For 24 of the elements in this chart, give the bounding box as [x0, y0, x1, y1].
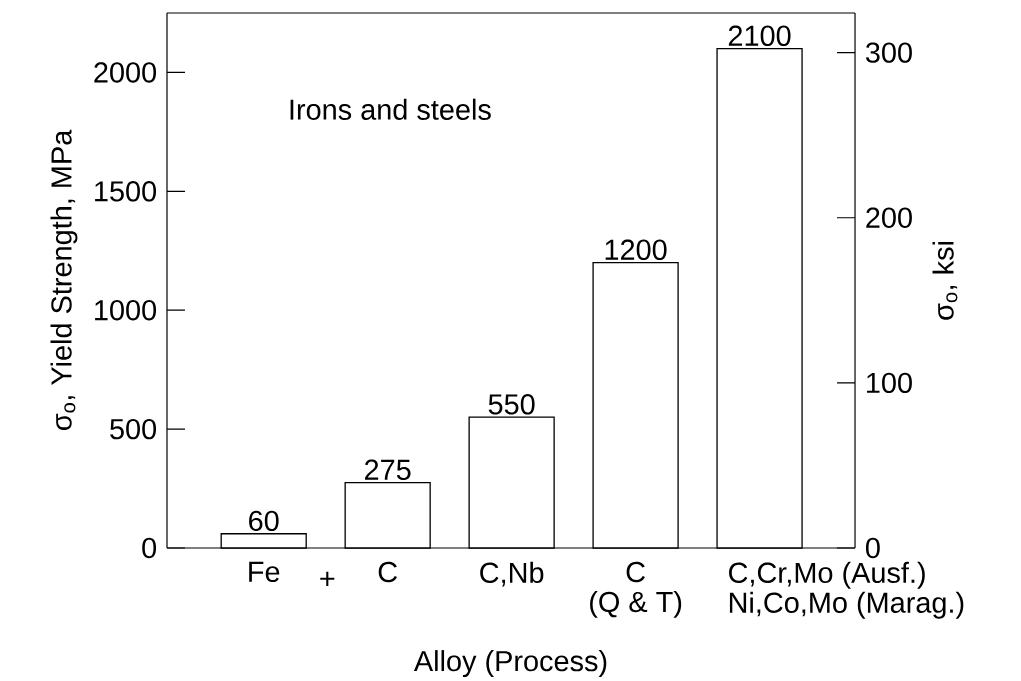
y2-tick-label: 0 — [865, 537, 880, 559]
x-axis-title: Alloy (Process) — [413, 650, 607, 678]
y2-tick-label: 300 — [865, 42, 912, 63]
x-tick-label: C,Nb — [480, 561, 544, 587]
data-label: 550 — [488, 394, 535, 415]
x-tick-label: C (Q & T) — [590, 561, 682, 618]
y2-tick-label: 200 — [866, 207, 912, 228]
data-label: 60 — [249, 510, 279, 532]
y-tick-label: 1500 — [95, 181, 157, 202]
y-axis-title: σ$_{o}$, Yield Strength, MPa — [50, 129, 78, 431]
y2-tick-label: 100 — [867, 372, 912, 394]
data-label: 2100 — [728, 25, 791, 47]
y-tick-label: 2000 — [94, 62, 157, 83]
y-tick-label: 0 — [142, 537, 157, 559]
y-tick-label: 1000 — [95, 299, 157, 321]
x-tick-label: C — [378, 561, 397, 583]
y-tick-label: 500 — [110, 418, 157, 440]
x-tick-label: C,Cr,Mo (Ausf.) Ni,Co,Mo (Marag.) — [729, 561, 964, 619]
data-label: 275 — [365, 459, 411, 480]
data-label: 1200 — [605, 239, 667, 261]
annotation: Irons and steels — [290, 98, 491, 120]
text: + — [320, 571, 335, 586]
x-tick-label: Fe — [249, 561, 280, 582]
y2-axis-title: σ$_{o}$, ksi — [932, 241, 958, 320]
